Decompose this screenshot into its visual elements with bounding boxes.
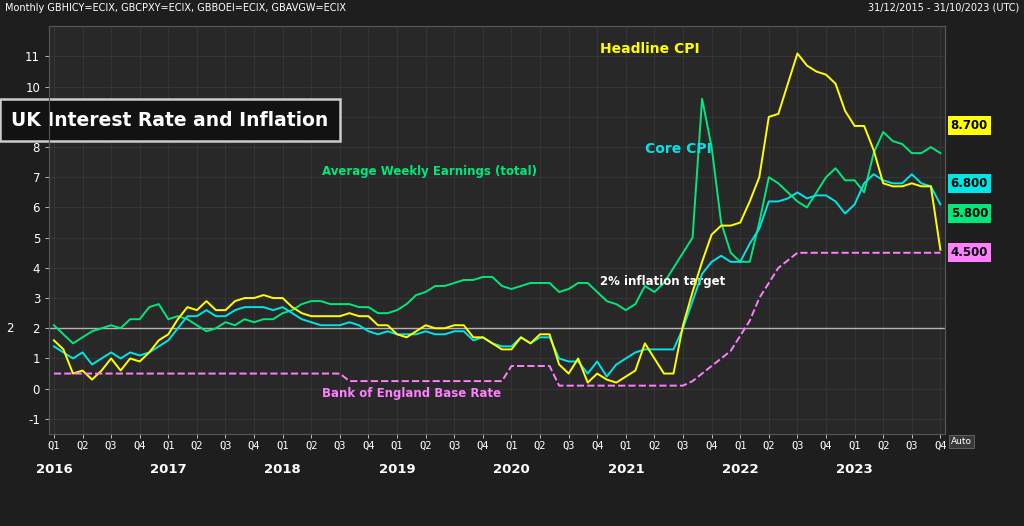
Text: 2019: 2019 (379, 463, 416, 476)
Text: 2020: 2020 (494, 463, 529, 476)
Text: 2017: 2017 (150, 463, 186, 476)
Text: 2016: 2016 (36, 463, 73, 476)
Text: Auto: Auto (950, 437, 972, 446)
Text: 6.800: 6.800 (950, 177, 988, 190)
Text: Average Weekly Earnings (total): Average Weekly Earnings (total) (323, 165, 538, 178)
Text: 4.500: 4.500 (950, 246, 988, 259)
Text: 2018: 2018 (264, 463, 301, 476)
Text: UK Interest Rate and Inflation: UK Interest Rate and Inflation (11, 110, 329, 129)
Text: 2% inflation target: 2% inflation target (600, 275, 725, 288)
Text: 8.700: 8.700 (950, 119, 988, 133)
Text: Headline CPI: Headline CPI (600, 42, 699, 56)
Text: 2023: 2023 (837, 463, 873, 476)
Text: Core CPI: Core CPI (645, 141, 712, 156)
Text: Monthly GBHICY=ECIX, GBCPXY=ECIX, GBBOEI=ECIX, GBAVGW=ECIX: Monthly GBHICY=ECIX, GBCPXY=ECIX, GBBOEI… (5, 3, 346, 13)
Text: 31/12/2015 - 31/10/2023 (UTC): 31/12/2015 - 31/10/2023 (UTC) (867, 3, 1019, 13)
Text: 2: 2 (6, 322, 14, 335)
Text: 5.800: 5.800 (950, 207, 988, 220)
Text: 2022: 2022 (722, 463, 759, 476)
Text: Bank of England Base Rate: Bank of England Base Rate (323, 387, 502, 400)
Text: 2021: 2021 (607, 463, 644, 476)
